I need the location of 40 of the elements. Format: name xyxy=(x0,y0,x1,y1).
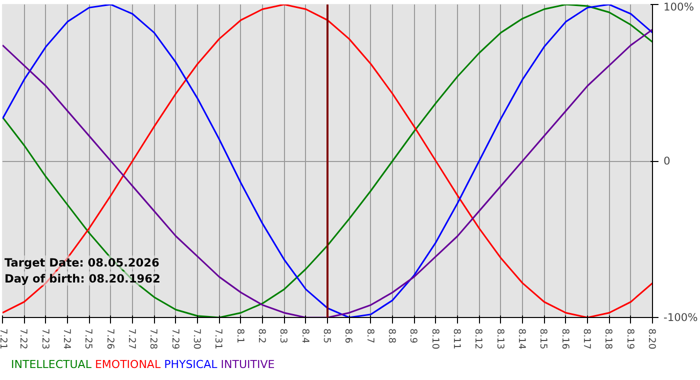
x-tick-label: 8.15 xyxy=(538,328,549,350)
text: INTUITIVE xyxy=(220,358,275,371)
x-tick-label: 8.19 xyxy=(624,328,636,350)
x-tick-label: 7.29 xyxy=(169,328,180,350)
x-tick-label: 8.1 xyxy=(234,328,246,344)
x-tick-label: 8.10 xyxy=(429,328,440,350)
x-tick-label: 8.9 xyxy=(408,328,419,344)
y-tick-label: 0 xyxy=(664,154,670,168)
x-tick-label: 8.6 xyxy=(342,328,354,344)
x-tick-label: 7.22 xyxy=(18,328,29,350)
x-tick-label: 7.28 xyxy=(148,328,159,350)
y-tick-label: 100% xyxy=(664,0,694,14)
x-tick-label: 7.27 xyxy=(126,328,137,350)
x-tick-label: 8.11 xyxy=(451,328,462,350)
x-tick-label: 7.30 xyxy=(191,328,202,350)
x-tick-label: 8.3 xyxy=(278,328,289,344)
x-tick-label: 8.18 xyxy=(602,328,614,350)
x-tick-label: 7.24 xyxy=(61,328,72,350)
annotation: Target Date: 08.05.2026 xyxy=(4,256,160,270)
x-tick-label: 8.16 xyxy=(559,328,570,350)
x-tick-label: 8.12 xyxy=(472,328,484,350)
text: INTELLECTUAL xyxy=(11,358,92,371)
text: PHYSICAL xyxy=(164,358,218,371)
x-tick-label: 8.14 xyxy=(516,328,527,350)
x-tick-label: 8.2 xyxy=(256,328,267,344)
annotation: Day of birth: 08.20.1962 xyxy=(4,272,160,286)
x-tick-label: 8.13 xyxy=(494,328,506,350)
x-tick-label: 8.20 xyxy=(646,328,657,350)
x-tick-label: 7.31 xyxy=(212,328,224,350)
x-tick-label: 8.8 xyxy=(386,328,397,344)
x-tick-label: 8.4 xyxy=(299,328,310,344)
x-tick-label: 8.17 xyxy=(581,328,592,350)
x-tick-label: 7.21 xyxy=(0,328,8,350)
x-tick-label: 8.5 xyxy=(321,328,332,344)
x-tick-label: 7.26 xyxy=(104,328,116,350)
x-tick-label: 7.23 xyxy=(39,328,50,350)
text: EMOTIONAL xyxy=(94,358,161,371)
x-tick-label: 7.25 xyxy=(82,328,94,350)
y-tick-label: -100% xyxy=(664,311,698,324)
x-tick-label: 8.7 xyxy=(364,328,376,344)
